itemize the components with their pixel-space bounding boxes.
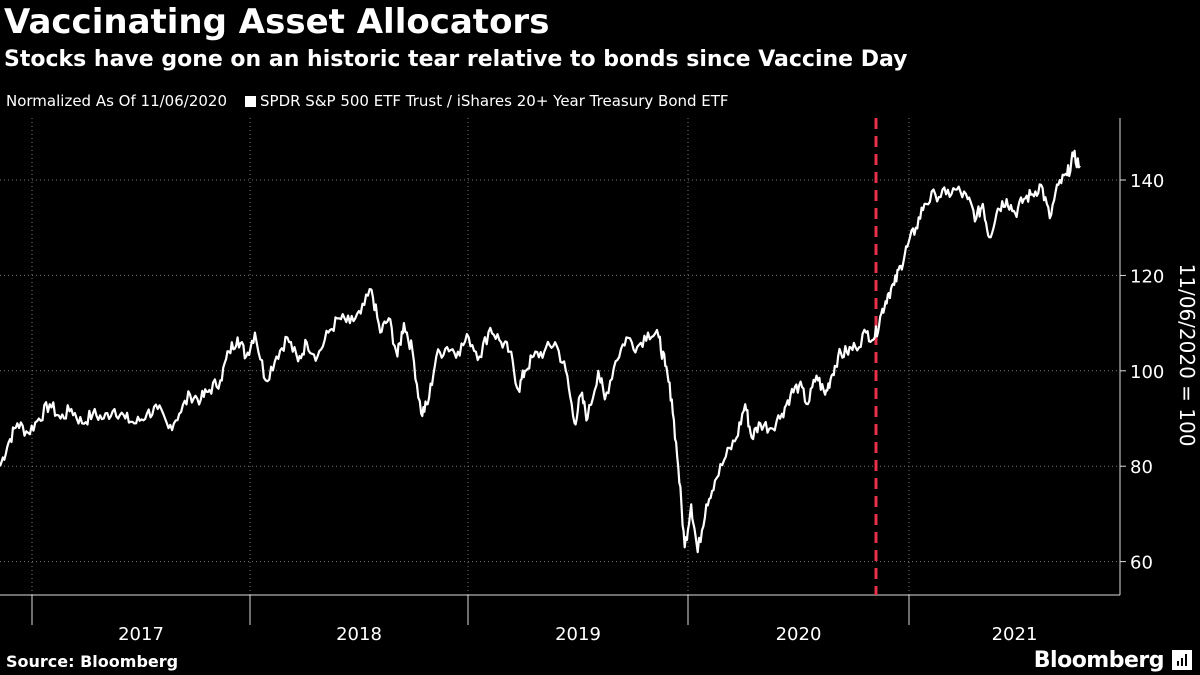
legend: Normalized As Of 11/06/2020 SPDR S&P 500 … [6, 90, 729, 112]
gridlines [0, 118, 1120, 595]
x-year-label: 2017 [118, 624, 164, 645]
y-tick-label: 140 [1130, 171, 1164, 192]
bloomberg-logo-icon [1172, 650, 1192, 670]
x-year-label: 2020 [776, 624, 822, 645]
x-year-label: 2019 [555, 624, 601, 645]
bloomberg-logo: Bloomberg [1033, 648, 1165, 673]
series-line [0, 149, 1081, 554]
legend-swatch [245, 96, 256, 107]
y-tick-label: 100 [1130, 362, 1164, 383]
y-tick-label: 120 [1130, 266, 1164, 287]
axes [0, 118, 1126, 625]
y-tick-label: 60 [1130, 553, 1153, 574]
legend-series-label: SPDR S&P 500 ETF Trust / iShares 20+ Yea… [260, 92, 729, 110]
x-year-labels: 2017 2018 2019 2020 2021 [118, 624, 1037, 645]
y-tick-labels: 60 80 100 120 140 [1130, 171, 1164, 574]
x-year-label: 2021 [992, 624, 1038, 645]
y-tick-label: 80 [1130, 457, 1153, 478]
chart-subtitle: Stocks have gone on an historic tear rel… [4, 47, 908, 72]
source-note: Source: Bloomberg [6, 652, 179, 671]
normalization-note: Normalized As Of 11/06/2020 [6, 92, 227, 110]
chart-title: Vaccinating Asset Allocators [4, 2, 550, 42]
y-axis-label: 11/06/2020 = 100 [1175, 264, 1199, 447]
x-year-label: 2018 [336, 624, 382, 645]
